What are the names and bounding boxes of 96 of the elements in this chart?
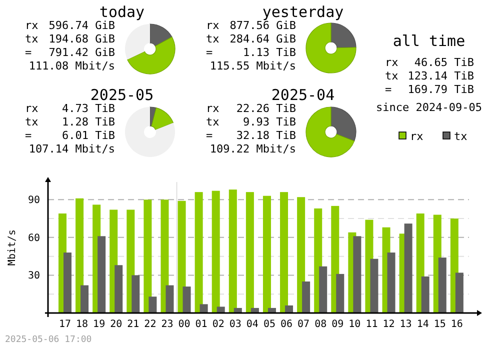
x-tick-label: 11: [366, 319, 378, 330]
chart-title: 2025-05: [90, 86, 154, 104]
text: rx 4.73 TiB: [25, 102, 115, 115]
text: tx 284.64 GiB: [206, 32, 296, 46]
text: tx 9.93 TiB: [206, 116, 296, 128]
x-tick-label: 07: [298, 319, 310, 330]
bar: [285, 305, 294, 313]
text: since 2024-09-05: [376, 101, 482, 114]
bar: [280, 192, 288, 313]
x-tick-label: 01: [195, 319, 208, 330]
bar: [200, 304, 208, 313]
bar: [246, 192, 254, 313]
bar: [64, 252, 72, 313]
text: rx 596.74 GiB: [25, 19, 116, 32]
text: rx 22.26 TiB: [206, 102, 296, 115]
bar: [148, 296, 157, 313]
text: = 791.42 GiB: [25, 46, 115, 59]
bar: [76, 198, 84, 313]
text: 115.55 Mbit/s: [210, 60, 296, 72]
bar: [370, 258, 378, 313]
x-tick-label: 06: [280, 319, 293, 330]
bar: [455, 272, 464, 313]
bar: [438, 258, 446, 313]
x-tick-label: 03: [229, 319, 242, 330]
donut-slice: [330, 22, 356, 48]
text: rx 46.65 TiB: [385, 56, 474, 69]
x-tick-label: 19: [93, 319, 106, 330]
legend-label: tx: [454, 130, 468, 143]
bar: [319, 266, 328, 313]
bar: [216, 306, 225, 313]
text: tx 123.14 TiB: [385, 70, 474, 82]
chart-title: yesterday: [262, 3, 344, 21]
donut-slice: [306, 106, 355, 158]
x-tick-label: 02: [212, 319, 224, 330]
x-tick-label: 22: [144, 319, 156, 330]
x-tick-label: 00: [178, 319, 190, 330]
bar: [98, 236, 106, 313]
text: = 169.79 TiB: [385, 83, 474, 96]
bar: [166, 285, 174, 313]
x-tick-label: 16: [450, 319, 463, 330]
y-tick-label: 90: [28, 195, 40, 206]
x-tick-label: 09: [332, 319, 344, 330]
donut-slice: [330, 106, 356, 142]
x-tick-label: 10: [348, 319, 361, 330]
bar: [387, 252, 396, 313]
bar: [336, 274, 344, 313]
bar: [80, 285, 89, 313]
text: 2025-05-06 17:00: [5, 335, 92, 345]
text: tx 1.28 TiB: [25, 116, 115, 128]
x-tick-label: 15: [434, 319, 446, 330]
text: tx 194.68 GiB: [25, 32, 116, 46]
bar: [144, 200, 152, 313]
text: all time: [392, 32, 466, 50]
bar: [228, 190, 237, 313]
x-tick-label: 23: [161, 319, 174, 330]
x-tick-label: 21: [127, 319, 140, 330]
x-tick-label: 12: [382, 319, 395, 330]
text: = 1.13 TiB: [206, 46, 296, 59]
x-tick-label: 08: [314, 319, 327, 330]
x-tick-label: 14: [416, 319, 429, 330]
donut-slice: [125, 24, 150, 60]
bar: [160, 200, 169, 313]
bar: [421, 276, 430, 313]
x-tick-label: 13: [400, 319, 412, 330]
y-axis-title: Mbit/s: [7, 229, 18, 266]
text: 111.08 Mbit/s: [28, 60, 115, 72]
bar: [404, 224, 412, 313]
donut-slice: [150, 24, 172, 46]
donut-slice: [306, 22, 356, 74]
x-tick-label: 18: [76, 319, 88, 330]
x-tick-label: 20: [110, 319, 122, 330]
chart-title: 2025-04: [271, 86, 335, 104]
bar: [132, 275, 140, 313]
y-tick-label: 30: [28, 270, 40, 282]
legend-label: rx: [410, 130, 424, 143]
y-tick-label: 60: [28, 232, 40, 244]
bar: [178, 200, 186, 313]
text: rx 877.56 GiB: [206, 19, 296, 32]
bar: [302, 282, 310, 313]
text: = 6.01 TiB: [25, 129, 115, 142]
text: 109.22 Mbit/s: [210, 142, 296, 156]
chart-title: today: [99, 3, 145, 21]
donut-slice: [125, 107, 175, 157]
bar: [182, 286, 191, 313]
x-tick-label: 04: [246, 319, 258, 330]
bar: [262, 196, 271, 313]
text: = 32.18 TiB: [206, 129, 296, 142]
x-tick-label: 05: [263, 319, 276, 330]
x-tick-label: 17: [58, 319, 72, 330]
bar: [212, 190, 220, 313]
text: 107.14 Mbit/s: [28, 142, 115, 156]
bar: [194, 192, 203, 313]
bar: [114, 265, 123, 313]
bar: [353, 236, 362, 313]
donut-slice: [151, 107, 174, 130]
donut-slice: [127, 36, 176, 74]
